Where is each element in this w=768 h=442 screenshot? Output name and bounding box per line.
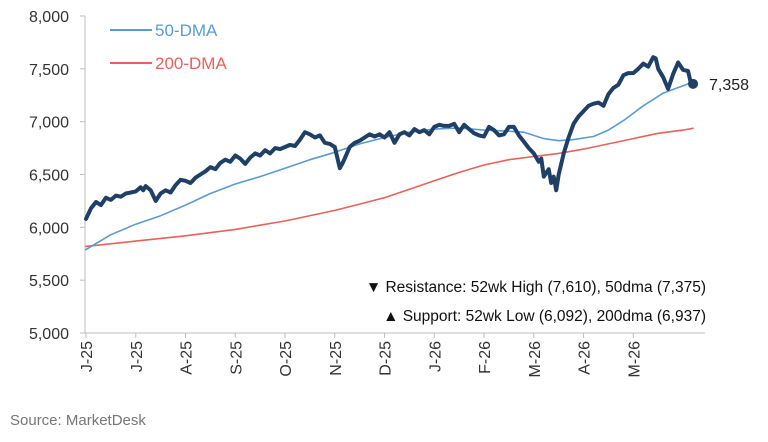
legend-label: 50-DMA <box>155 21 218 40</box>
y-tick-label: 8,000 <box>29 9 69 26</box>
end-value-label: 7,358 <box>709 77 749 94</box>
series-lines: 7,358 <box>84 55 749 251</box>
price-line <box>84 55 695 221</box>
x-tick-label: M-26 <box>527 341 544 378</box>
y-tick-label: 5,500 <box>29 273 69 290</box>
annotations: ▼ Resistance: 52wk High (7,610), 50dma (… <box>366 279 706 325</box>
x-tick-label: F-26 <box>477 341 494 374</box>
x-tick-label: D-25 <box>378 341 395 376</box>
y-tick-label: 6,500 <box>29 168 69 185</box>
y-tick-label: 5,000 <box>29 326 69 343</box>
annotation-text: ▲ Support: 52wk Low (6,092), 200dma (6,9… <box>383 308 706 325</box>
legend-label: 200-DMA <box>155 54 227 73</box>
x-tick-label: S-25 <box>228 341 245 375</box>
x-tick-label: J-25 <box>129 341 146 372</box>
x-tick-label: J-26 <box>427 341 444 372</box>
y-tick-label: 6,000 <box>29 220 69 237</box>
legend: 50-DMA 200-DMA <box>110 21 227 73</box>
annotation-text: ▼ Resistance: 52wk High (7,610), 50dma (… <box>366 279 706 296</box>
x-tick-label: J-25 <box>79 341 96 372</box>
x-tick-label: N-25 <box>328 341 345 376</box>
x-tick-label: A-25 <box>179 341 196 375</box>
x-tick-label: M-26 <box>626 341 643 378</box>
source-note: Source: MarketDesk <box>10 412 146 429</box>
end-point-marker <box>688 78 699 89</box>
axes: 5,000 5,500 6,000 6,500 7,000 7,500 8,000 J-25 J… <box>29 9 705 377</box>
y-tick-label: 7,500 <box>29 62 69 79</box>
dma200-line <box>85 127 694 248</box>
y-tick-label: 7,000 <box>29 115 69 132</box>
x-tick-label: A-26 <box>577 341 594 375</box>
x-tick-label: O-25 <box>278 341 295 377</box>
